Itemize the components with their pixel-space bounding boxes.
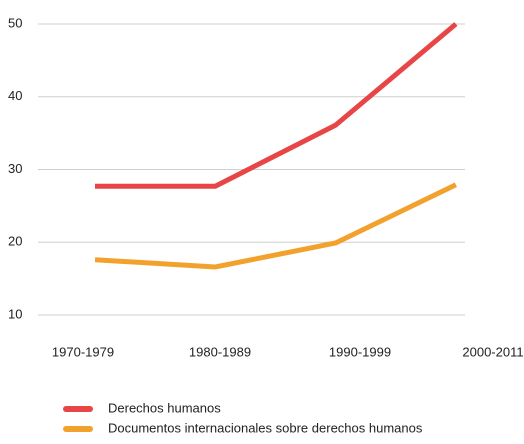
y-tick-label: 30 <box>8 161 22 176</box>
line-series <box>95 22 458 189</box>
y-tick-label: 20 <box>8 234 22 249</box>
legend-label: Derechos humanos <box>108 400 221 415</box>
y-tick-label: 40 <box>8 88 22 103</box>
y-tick-label: 50 <box>8 15 22 30</box>
x-tick-label: 1970-1979 <box>52 344 114 359</box>
x-tick-label: 2000-2011 <box>462 344 523 359</box>
legend-label: Documentos internacionales sobre derecho… <box>108 420 423 435</box>
line-series <box>94 182 457 270</box>
x-tick-label: 1980-1989 <box>189 344 251 359</box>
y-tick-label: 10 <box>8 306 22 321</box>
x-tick-label: 1990-1999 <box>329 344 391 359</box>
